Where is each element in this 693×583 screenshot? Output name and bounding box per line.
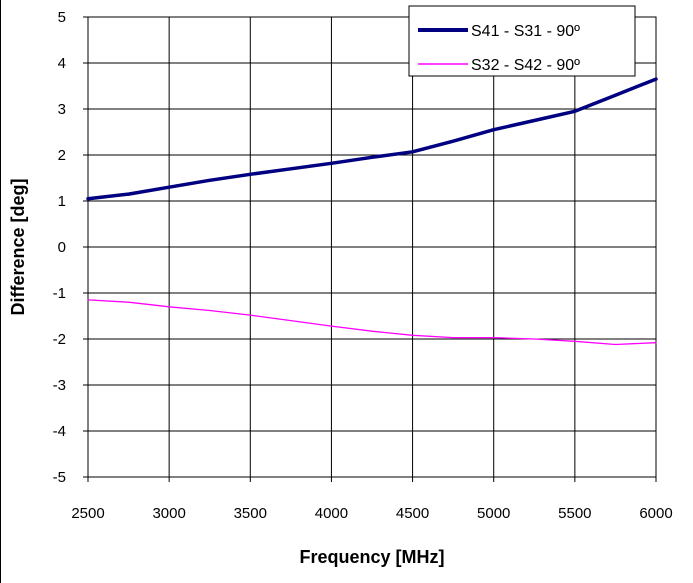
y-tick-label: 2 [58,147,66,164]
grid [88,17,656,477]
y-tick-label: -3 [53,377,66,394]
legend-label-series-2: S32 - S42 - 90º [471,57,580,74]
series-layer [86,77,658,346]
y-tick-label: -5 [53,469,66,486]
x-tick-label: 2500 [71,505,104,522]
y-tick-label: 3 [58,101,66,118]
y-tick-labels: -5 -4 -3 -2 -1 0 1 2 3 4 5 [53,9,88,486]
legend-label-series-1: S41 - S31 - 90º [471,23,580,40]
x-tick-labels: 2500 3000 3500 4000 4500 5000 5500 6000 [71,477,673,522]
y-tick-label: -1 [53,285,66,302]
y-tick-label: -2 [53,331,66,348]
x-tick-label: 3500 [234,505,267,522]
x-tick-label: 5500 [558,505,591,522]
x-tick-label: 5000 [477,505,510,522]
x-tick-label: 3000 [152,505,185,522]
x-tick-label: 6000 [639,505,672,522]
series-line-1 [86,77,658,201]
series-line-2 [87,299,657,346]
x-tick-label: 4000 [315,505,348,522]
legend: S41 - S31 - 90º S32 - S42 - 90º [408,5,636,77]
y-tick-label: -4 [53,423,66,440]
y-tick-label: 0 [58,239,66,256]
y-tick-label: 4 [58,55,66,72]
y-axis-title: Difference [deg] [8,178,28,315]
y-tick-label: 5 [58,9,66,26]
x-axis-title: Frequency [MHz] [299,547,444,567]
y-tick-label: 1 [58,193,66,210]
x-tick-label: 4500 [396,505,429,522]
